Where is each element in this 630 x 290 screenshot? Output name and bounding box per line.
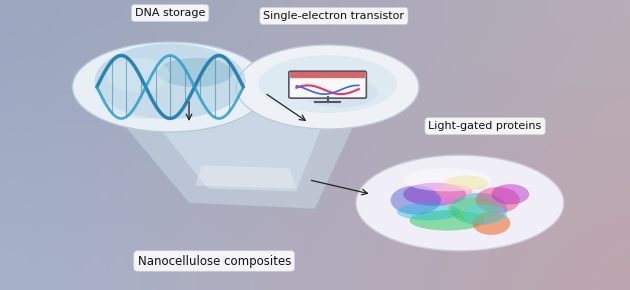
Polygon shape: [164, 96, 321, 191]
Ellipse shape: [258, 55, 397, 113]
FancyBboxPatch shape: [290, 72, 365, 78]
Ellipse shape: [447, 197, 498, 220]
Text: Single-electron transistor: Single-electron transistor: [263, 11, 404, 21]
Text: DNA storage: DNA storage: [135, 8, 205, 18]
Ellipse shape: [435, 184, 472, 199]
Polygon shape: [126, 81, 353, 209]
Ellipse shape: [476, 187, 520, 213]
Text: Nanocellulose composites: Nanocellulose composites: [137, 255, 291, 267]
Ellipse shape: [158, 58, 233, 87]
Circle shape: [72, 42, 268, 132]
Ellipse shape: [101, 78, 202, 119]
Ellipse shape: [472, 212, 510, 235]
Ellipse shape: [410, 210, 485, 231]
Ellipse shape: [403, 168, 491, 191]
Ellipse shape: [444, 175, 488, 190]
Ellipse shape: [94, 44, 246, 119]
Ellipse shape: [463, 204, 507, 225]
FancyBboxPatch shape: [289, 71, 367, 98]
Ellipse shape: [391, 186, 441, 215]
Polygon shape: [195, 165, 296, 188]
Ellipse shape: [107, 58, 170, 93]
Ellipse shape: [302, 78, 378, 107]
Ellipse shape: [491, 184, 529, 204]
Text: Light-gated proteins: Light-gated proteins: [428, 121, 542, 131]
Ellipse shape: [450, 193, 507, 225]
Circle shape: [236, 45, 419, 129]
Ellipse shape: [403, 183, 466, 206]
Ellipse shape: [397, 203, 460, 220]
Circle shape: [356, 155, 564, 251]
